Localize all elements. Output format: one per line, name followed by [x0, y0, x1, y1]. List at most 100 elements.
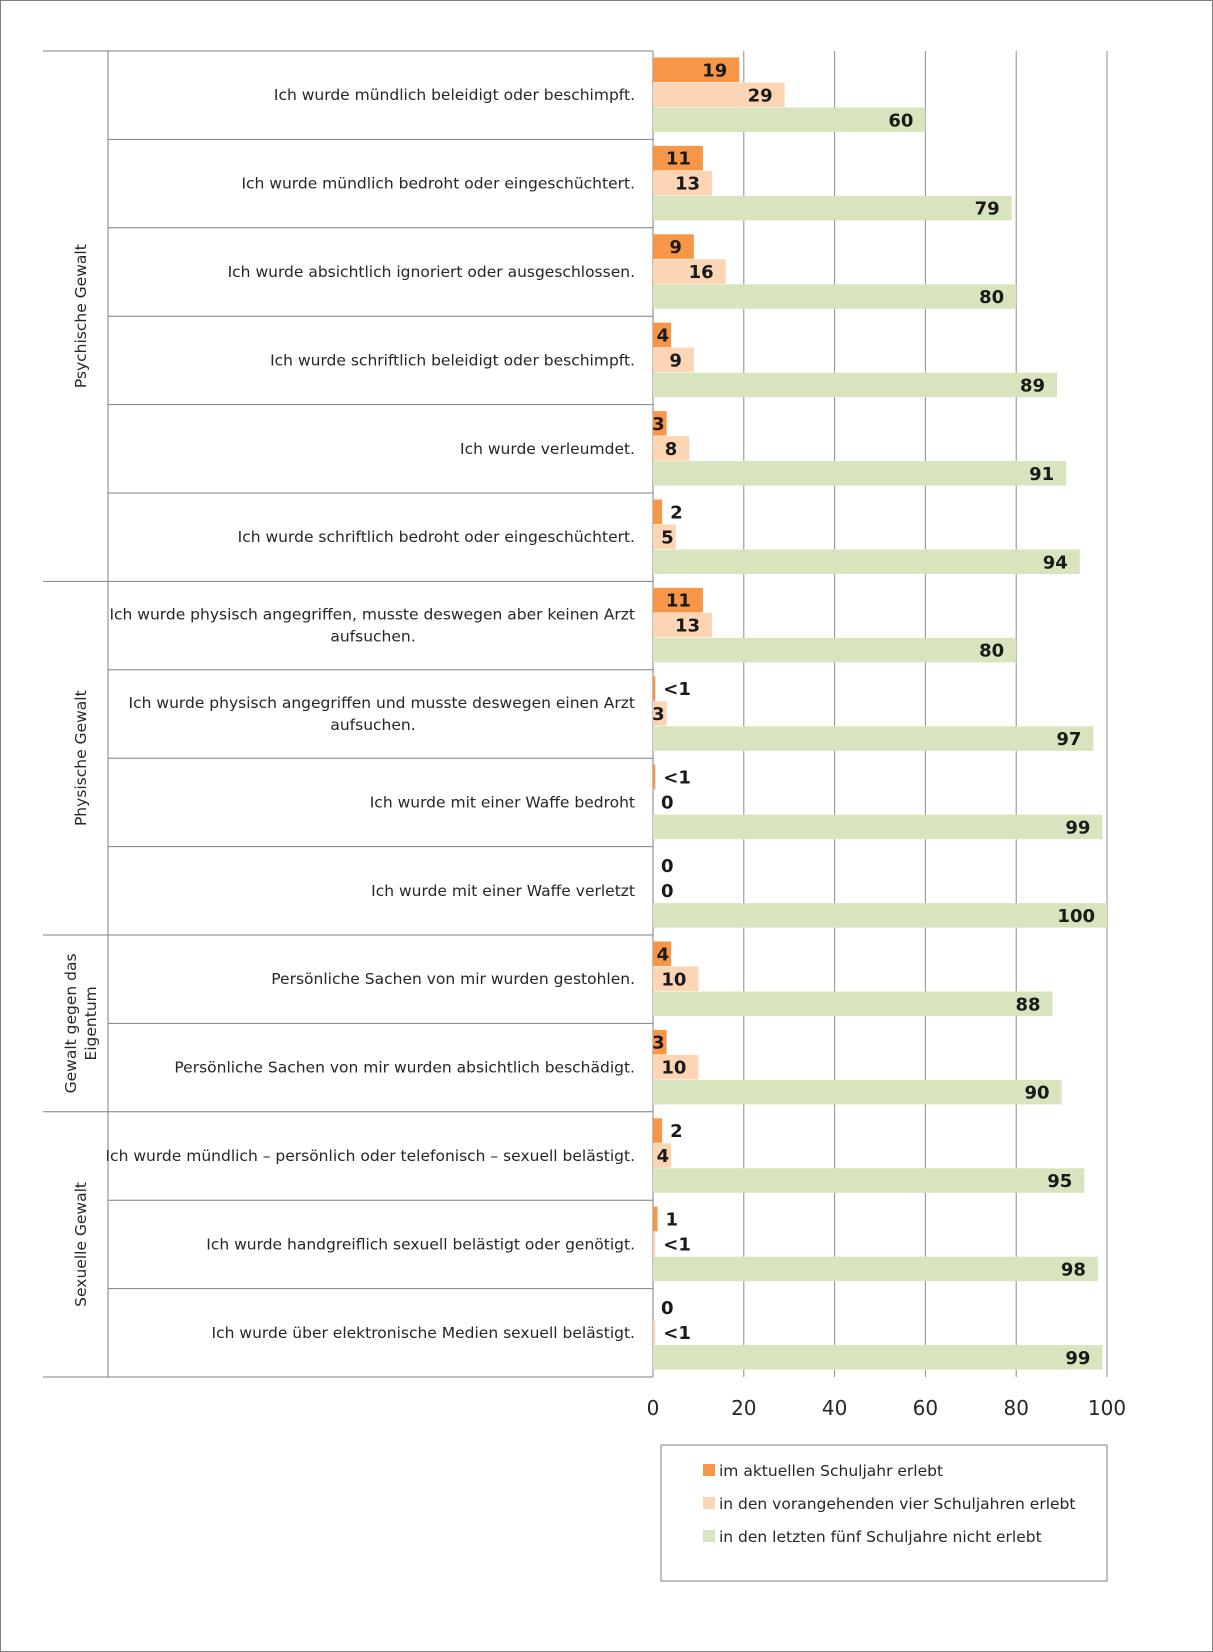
bar [653, 726, 1094, 751]
data-label: 0 [661, 792, 674, 813]
legend-swatch [703, 1497, 715, 1509]
data-label: 98 [1061, 1259, 1086, 1280]
bar [653, 549, 1080, 574]
data-label: <1 [663, 767, 691, 788]
data-label: 90 [1025, 1083, 1050, 1104]
group-label: Sexuelle Gewalt [72, 1182, 90, 1307]
bar [653, 1168, 1085, 1193]
bar [653, 676, 656, 701]
category-labels: Ich wurde mündlich beleidigt oder beschi… [105, 86, 635, 1342]
bars [653, 57, 1107, 1370]
data-label: 80 [979, 641, 1004, 662]
bar [653, 1143, 672, 1168]
data-label: 89 [1020, 375, 1045, 396]
category-label: Ich wurde physisch angegriffen, musste d… [109, 606, 635, 646]
data-label: 10 [661, 1058, 686, 1079]
bar [653, 107, 926, 132]
bar [653, 499, 663, 524]
bar [653, 524, 676, 549]
bar [653, 1054, 699, 1080]
bar [653, 1206, 658, 1232]
bar [653, 637, 1017, 663]
data-label: 19 [702, 60, 727, 81]
x-tick-label: 100 [1088, 1396, 1126, 1420]
data-label: 3 [652, 1033, 665, 1054]
bar [653, 1029, 667, 1055]
category-label: Persönliche Sachen von mir wurden absich… [174, 1059, 635, 1077]
data-label: 11 [666, 591, 691, 612]
data-label: 5 [661, 527, 674, 548]
data-label: 95 [1047, 1171, 1072, 1192]
bar [653, 145, 703, 171]
bar [653, 82, 785, 107]
data-label: 8 [665, 439, 678, 460]
bar [653, 1231, 656, 1257]
bar [653, 966, 699, 991]
data-label: 0 [661, 1298, 674, 1319]
data-label: 91 [1029, 464, 1054, 485]
data-label: 13 [675, 616, 700, 637]
value-labels: 1911943211<1<10432102913169851330010104<… [652, 60, 1095, 1369]
category-label: Ich wurde mündlich beleidigt oder beschi… [274, 86, 635, 104]
legend-entry: in den letzten fünf Schuljahre nicht erl… [719, 1528, 1042, 1546]
data-label: 4 [657, 325, 670, 346]
category-label: Ich wurde mit einer Waffe verletzt [371, 882, 635, 900]
data-label: 10 [661, 969, 686, 990]
group-label: Psychische Gewalt [72, 244, 90, 388]
data-label: 79 [975, 199, 1000, 220]
data-label: 3 [652, 704, 665, 725]
bar [653, 1079, 1062, 1105]
x-tick-label: 0 [647, 1396, 660, 1420]
data-label: 11 [666, 149, 691, 170]
category-label: Ich wurde über elektronische Medien sexu… [212, 1324, 635, 1342]
bar [653, 941, 672, 966]
gridlines [743, 51, 1108, 1377]
data-label: 0 [661, 856, 674, 877]
bar [653, 372, 1058, 398]
x-tick-label: 80 [1003, 1396, 1028, 1420]
category-label: Ich wurde verleumdet. [460, 440, 635, 458]
data-label: 16 [689, 262, 714, 283]
data-label: 99 [1065, 1348, 1090, 1369]
group-label: Gewalt gegen das Eigentum [62, 953, 100, 1093]
bar [653, 1118, 663, 1143]
bar [653, 284, 1017, 309]
legend-entry: in den vorangehenden vier Schuljahren er… [719, 1495, 1075, 1513]
x-tick-label: 60 [913, 1396, 938, 1420]
data-label: 0 [661, 881, 674, 902]
data-label: <1 [663, 1323, 691, 1344]
bar [653, 461, 1067, 486]
data-label: 1 [666, 1209, 679, 1230]
x-tick-label: 20 [731, 1396, 756, 1420]
data-label: 9 [669, 350, 682, 371]
group-labels: Psychische Gewalt Physische Gewalt Gewalt … [62, 244, 100, 1307]
data-label: 4 [657, 944, 670, 965]
data-label: <1 [663, 679, 691, 700]
category-label: Ich wurde schriftlich beleidigt oder bes… [270, 351, 635, 369]
bar [653, 1320, 656, 1345]
data-label: 97 [1056, 729, 1081, 750]
bar [653, 701, 667, 726]
legend: im aktuellen Schuljahr erlebt in den vora… [660, 1444, 1108, 1582]
data-label: 4 [657, 1146, 670, 1167]
x-axis-ticks: 0 20 40 60 80 100 [647, 1396, 1126, 1420]
bar [653, 170, 713, 196]
data-label: 3 [652, 414, 665, 435]
data-label: 2 [670, 502, 683, 523]
data-label: 29 [748, 85, 773, 106]
data-label: 100 [1057, 906, 1095, 927]
legend-box [660, 1444, 1108, 1582]
bar [653, 903, 1107, 928]
bar [653, 234, 694, 259]
bar [653, 195, 1012, 221]
data-label: 80 [979, 287, 1004, 308]
category-label: Ich wurde handgreiflich sexuell belästig… [206, 1235, 635, 1253]
bar [653, 612, 713, 638]
data-label: 99 [1065, 817, 1090, 838]
category-label: Ich wurde mündlich bedroht oder eingesch… [241, 175, 635, 193]
data-label: 88 [1015, 994, 1040, 1015]
data-label: 94 [1043, 552, 1068, 573]
bar [653, 814, 1103, 840]
bar [653, 259, 726, 284]
legend-swatch [703, 1530, 715, 1542]
